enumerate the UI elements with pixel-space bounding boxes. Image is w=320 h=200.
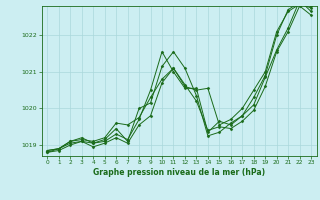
X-axis label: Graphe pression niveau de la mer (hPa): Graphe pression niveau de la mer (hPa) xyxy=(93,168,265,177)
